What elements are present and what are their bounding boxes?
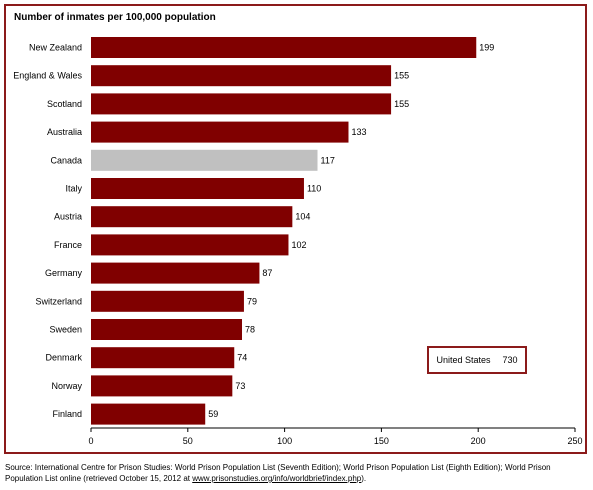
- category-label-france: France: [54, 240, 82, 250]
- bar-austria: [91, 206, 293, 228]
- us-annotation-box: United States 730: [427, 346, 527, 374]
- value-label-italy: 110: [307, 184, 321, 194]
- bar-switzerland: [91, 290, 244, 312]
- bar-italy: [91, 178, 304, 199]
- category-label-switzerland: Switzerland: [35, 296, 82, 306]
- bar-australia: [91, 121, 349, 143]
- x-tick-label: 0: [88, 436, 93, 446]
- bar-canada: [91, 149, 318, 171]
- source-text: Source: International Centre for Prison …: [5, 463, 551, 483]
- bar-scotland: [91, 93, 392, 115]
- category-label-new-zealand: New Zealand: [29, 43, 82, 53]
- value-label-denmark: 74: [237, 353, 247, 363]
- chart-title: Number of inmates per 100,000 population: [14, 12, 216, 23]
- us-annotation-label: United States: [436, 355, 491, 365]
- value-label-australia: 133: [351, 127, 366, 137]
- chart-frame: [4, 4, 587, 454]
- category-label-scotland: Scotland: [47, 99, 82, 109]
- category-label-sweden: Sweden: [49, 325, 82, 335]
- bar-france: [91, 234, 289, 256]
- x-tick-label: 100: [277, 436, 292, 446]
- bar-norway: [91, 375, 233, 397]
- x-tick-label: 250: [567, 436, 582, 446]
- category-label-italy: Italy: [65, 184, 82, 194]
- x-axis: 0 50 100 150 200 250: [88, 427, 583, 446]
- category-label-australia: Australia: [47, 127, 82, 137]
- x-tick-label: 50: [183, 436, 193, 446]
- category-label-finland: Finland: [52, 409, 82, 419]
- value-label-england-wales: 155: [394, 71, 409, 81]
- us-annotation-value: 730: [502, 355, 518, 365]
- category-label-england-wales: England & Wales: [13, 71, 82, 81]
- value-label-germany: 87: [262, 268, 272, 278]
- value-label-scotland: 155: [394, 99, 409, 109]
- category-label-norway: Norway: [51, 381, 82, 391]
- bar-finland: [91, 403, 206, 425]
- category-label-canada: Canada: [50, 155, 82, 165]
- value-label-switzerland: 79: [247, 296, 257, 306]
- x-tick-label: 200: [471, 436, 486, 446]
- value-label-sweden: 78: [245, 325, 255, 335]
- value-label-austria: 104: [295, 212, 310, 222]
- bar-sweden: [91, 319, 243, 340]
- category-label-austria: Austria: [54, 212, 82, 222]
- source-note: Source: International Centre for Prison …: [5, 462, 590, 484]
- bar-denmark: [91, 347, 235, 369]
- category-label-denmark: Denmark: [45, 353, 82, 363]
- value-label-new-zealand: 199: [479, 43, 494, 53]
- value-label-finland: 59: [208, 409, 218, 419]
- bar-chart: Number of inmates per 100,000 population…: [13, 12, 583, 446]
- source-link[interactable]: www.prisonstudies.org/info/worldbrief/in…: [192, 474, 362, 483]
- value-label-canada: 117: [321, 155, 335, 165]
- value-label-france: 102: [291, 240, 306, 250]
- bar-germany: [91, 262, 260, 284]
- x-tick-label: 150: [374, 436, 389, 446]
- bars-group: New Zealand 199 England & Wales 155 Scotland…: [13, 37, 494, 425]
- bar-england-wales: [91, 65, 392, 87]
- value-label-norway: 73: [235, 381, 245, 391]
- source-suffix: ).: [361, 474, 367, 483]
- category-label-germany: Germany: [45, 268, 83, 278]
- bar-new-zealand: [91, 37, 477, 58]
